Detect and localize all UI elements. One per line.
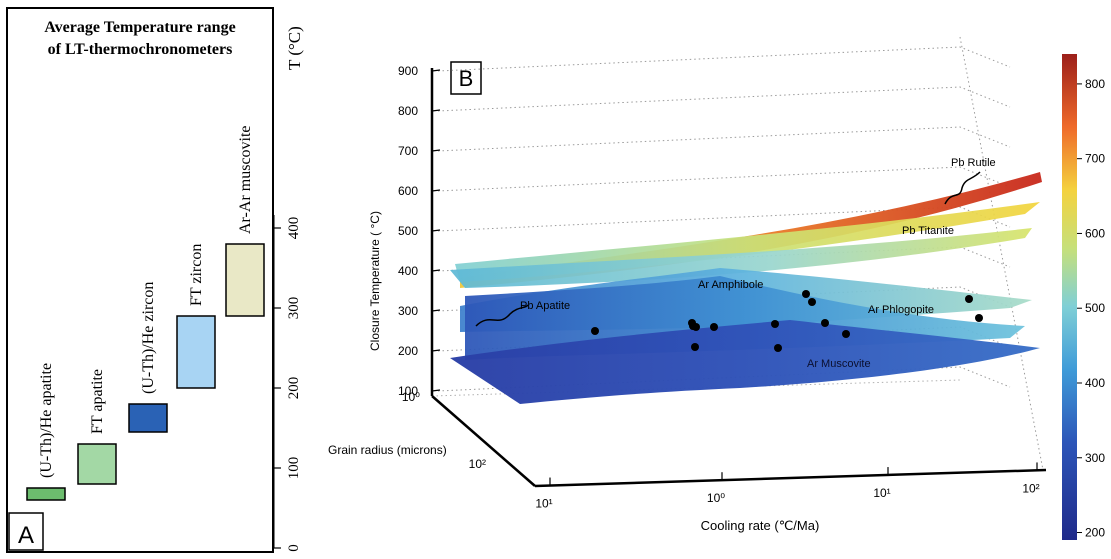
- data-point-5: [691, 343, 699, 351]
- data-point-11: [842, 330, 850, 338]
- y-tick-label-1: 10²: [469, 457, 486, 471]
- y-axis-line: [431, 395, 536, 487]
- z-axis-label: Closure Temperature ( °C): [368, 211, 382, 351]
- gridline: [959, 36, 1044, 471]
- y-tick-label-1: 100: [286, 457, 302, 480]
- z-tick-label-1: 200: [398, 344, 418, 358]
- colorbar-tick-label-6: 800: [1085, 77, 1105, 91]
- data-point-0: [591, 327, 599, 335]
- z-tick-mark: [431, 109, 441, 112]
- data-point-3: [692, 323, 700, 331]
- panel-b: B 100 200 300 400 500 600 700 800 900 10¹ 10⁰ 10¹ 1…: [320, 0, 1111, 554]
- y-axis-label: Grain radius (microns): [328, 443, 447, 457]
- y-axis-label: T (°C): [285, 26, 304, 70]
- label-ar-muscovite: Ar Muscovite: [807, 358, 871, 370]
- surface-ar-amphibole: [450, 228, 1032, 288]
- panel-a: Average Temperature range of LT-thermoch…: [0, 0, 320, 554]
- z-tick-label-0: 100: [398, 384, 418, 398]
- x-tick-label-2: 10¹: [873, 486, 890, 500]
- z-tick-mark: [431, 349, 441, 352]
- range-bar-0: [26, 487, 66, 501]
- y-tick-label-3: 300: [286, 297, 302, 320]
- x-axis-label: Cooling rate (℃/Ma): [701, 518, 820, 533]
- category-label-3: FT zircon: [188, 244, 205, 306]
- range-bar-2: [128, 403, 168, 433]
- y-tick-label-0: 10⁰: [402, 390, 420, 404]
- panel-label: B: [459, 66, 474, 91]
- panel-a-frame: [6, 7, 274, 553]
- closure-temperature-surface-chart: B 100 200 300 400 500 600 700 800 900 10¹ 10⁰ 10¹ 1…: [328, 36, 1105, 540]
- surface-ar-muscovite: [450, 320, 1040, 404]
- y-tick-label-2: 200: [286, 377, 302, 400]
- gridline: [437, 86, 1011, 112]
- chart-title-line-2: of LT-thermochronometers: [48, 41, 233, 58]
- panel-label: A: [18, 522, 34, 549]
- z-tick-label-5: 600: [398, 184, 418, 198]
- range-bar-4: [225, 243, 265, 317]
- category-label-4: Ar-Ar muscovite: [237, 125, 254, 234]
- z-tick-mark: [431, 69, 441, 72]
- colorbar-tick-label-3: 500: [1085, 301, 1105, 315]
- gridline: [437, 366, 1011, 392]
- y-tick-label-0: 0: [286, 544, 302, 552]
- gridline: [437, 46, 1011, 72]
- label-ar-phlogopite: Ar Phlogopite: [868, 304, 934, 316]
- z-tick-mark: [431, 189, 441, 192]
- colorbar-tick-label-5: 700: [1085, 152, 1105, 166]
- gridline: [437, 206, 1011, 232]
- colorbar-tick-label-0: 200: [1085, 526, 1105, 540]
- z-tick-mark: [431, 389, 441, 392]
- data-point-4: [710, 323, 718, 331]
- colorbar: [1062, 54, 1077, 540]
- panel-label-box: [450, 61, 482, 95]
- z-tick-mark: [431, 229, 441, 232]
- data-point-9: [808, 298, 816, 306]
- data-point-10: [821, 319, 829, 327]
- data-points: [591, 290, 983, 352]
- data-point-7: [774, 344, 782, 352]
- z-tick-mark: [431, 309, 441, 312]
- z-tick-label-3: 400: [398, 264, 418, 278]
- x-tick-label-0: 10¹: [535, 497, 552, 511]
- data-point-8: [802, 290, 810, 298]
- range-bar-3: [176, 315, 216, 389]
- gridline: [437, 126, 1011, 152]
- temperature-range-chart: Average Temperature range of LT-thermoch…: [6, 7, 304, 553]
- y-tick-label-4: 400: [286, 217, 302, 240]
- pb-rutile-leader: [944, 171, 981, 205]
- pb-apatite-leader: [475, 304, 529, 327]
- label-pb-rutile: Pb Rutile: [951, 157, 996, 169]
- category-label-2: (U-Th)/He zircon: [140, 282, 157, 394]
- category-label-0: (U-Th)/He apatite: [38, 363, 55, 478]
- label-ar-amphibole: Ar Amphibole: [698, 279, 763, 291]
- data-point-6: [771, 320, 779, 328]
- z-tick-label-2: 300: [398, 304, 418, 318]
- z-tick-label-6: 700: [398, 144, 418, 158]
- z-tick-mark: [431, 269, 441, 272]
- panel-label-box: [8, 512, 44, 551]
- gridline: [437, 166, 1011, 192]
- label-pb-apatite: Pb Apatite: [520, 300, 570, 312]
- category-label-1: FT apatite: [89, 369, 106, 434]
- x-tick-label-1: 10⁰: [707, 491, 725, 505]
- data-point-12: [965, 295, 973, 303]
- x-axis-line: [534, 468, 1047, 488]
- colorbar-tick-label-2: 400: [1085, 376, 1105, 390]
- colorbar-tick-label-1: 300: [1085, 451, 1105, 465]
- z-tick-label-7: 800: [398, 104, 418, 118]
- z-tick-label-4: 500: [398, 224, 418, 238]
- surfaces: [450, 172, 1042, 404]
- chart-title-line-1: Average Temperature range: [44, 19, 235, 36]
- colorbar-tick-label-4: 600: [1085, 226, 1105, 240]
- z-tick-mark: [431, 149, 441, 152]
- z-tick-label-8: 900: [398, 64, 418, 78]
- data-point-13: [975, 314, 983, 322]
- range-bar-1: [77, 443, 117, 485]
- label-pb-titanite: Pb Titanite: [902, 225, 954, 237]
- x-tick-label-3: 10²: [1022, 481, 1039, 495]
- gridlines: [431, 36, 1044, 471]
